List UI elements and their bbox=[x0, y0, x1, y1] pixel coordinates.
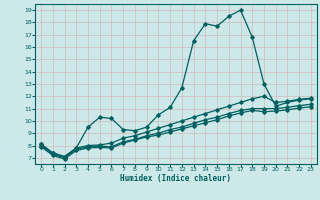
X-axis label: Humidex (Indice chaleur): Humidex (Indice chaleur) bbox=[121, 174, 231, 183]
